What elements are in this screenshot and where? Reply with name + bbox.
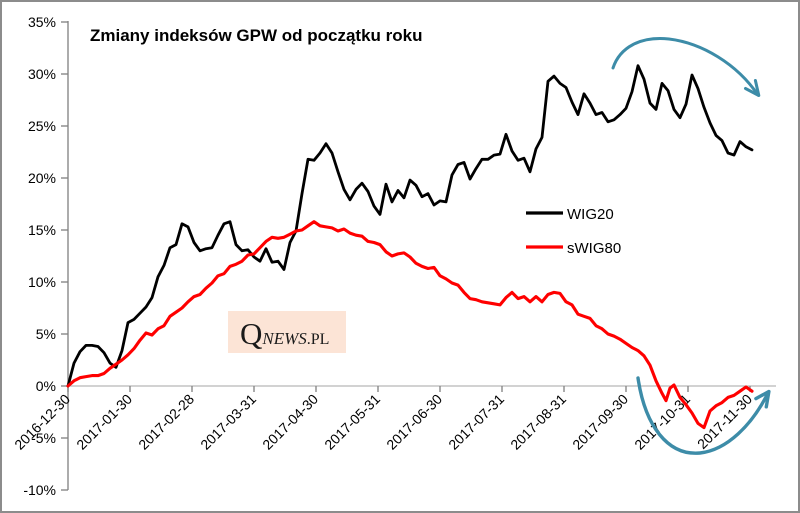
recovery-arrow-head [754,389,771,409]
watermark-text: QNEWS.PL [240,316,329,351]
legend: WIG20 sWIG80 [526,206,621,257]
svg-text:-10%: -10% [23,482,56,498]
svg-text:20%: 20% [28,170,56,186]
chart-title: Zmiany indeksów GPW od początku roku [90,26,423,45]
svg-text:15%: 15% [28,222,56,238]
svg-text:25%: 25% [28,118,56,134]
legend-label-wig20: WIG20 [567,206,614,223]
recovery-arrow-curve [636,376,770,455]
svg-text:5%: 5% [36,326,56,342]
downtrend-arrow-curve [611,37,760,97]
wig20-line [66,64,754,388]
legend-label-swig80: sWIG80 [567,240,621,257]
svg-text:-5%: -5% [31,430,56,446]
svg-text:35%: 35% [28,14,56,30]
svg-text:30%: 30% [28,66,56,82]
watermark: QNEWS.PL [228,311,346,353]
y-axis-ticks: 35% 30% 25% 20% 15% 10% 5% 0% -5% -10% [23,14,68,498]
svg-text:10%: 10% [28,274,56,290]
swig80-line [66,220,754,430]
svg-text:0%: 0% [36,378,56,394]
recovery-arrow-annotation [636,376,771,455]
downtrend-arrow-head [744,79,761,97]
watermark-background [228,311,346,353]
downtrend-arrow-annotation [611,37,761,97]
